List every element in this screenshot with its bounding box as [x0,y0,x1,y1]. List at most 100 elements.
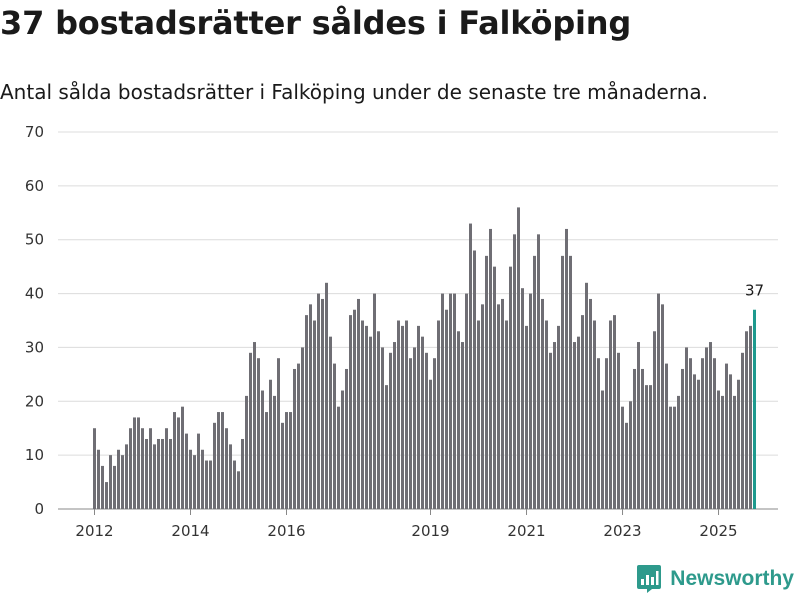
bar [417,325,420,509]
bar [365,325,368,509]
bar [729,374,732,509]
y-tick-label: 20 [25,392,44,410]
bar [93,428,96,509]
bar [377,331,380,509]
bar [245,395,248,509]
x-tick-label: 2021 [507,522,545,540]
bar [597,358,600,509]
bar [237,471,240,509]
bars [93,207,756,510]
bar [717,390,720,509]
bar [217,412,220,509]
bar [133,417,136,509]
bar [289,412,292,509]
bar [673,406,676,509]
bar-highlight [753,309,756,509]
bar [177,417,180,509]
chart-subtitle: Antal sålda bostadsrätter i Falköping un… [0,80,708,104]
newsworthy-logo-text: Newsworthy [670,567,794,590]
bar [589,298,592,509]
bar [461,342,464,509]
bar [125,444,128,509]
bar [577,336,580,509]
bar [457,331,460,509]
bar [481,304,484,509]
bar [497,304,500,509]
bar [433,358,436,509]
bar [293,368,296,509]
x-axis-ticks: 2012 2014 2016 2019 2021 2023 2025 [75,509,738,540]
bar [97,449,100,509]
chart-title: 37 bostadsrätter såldes i Falköping [0,4,632,42]
data-labels: 37 [745,282,764,300]
bar [345,368,348,509]
bar [721,395,724,509]
bar [541,298,544,509]
highlight-data-label: 37 [745,282,764,300]
bar [573,342,576,509]
newsworthy-logo-icon [637,565,662,593]
bar [353,309,356,509]
bar [425,352,428,509]
bar [529,293,532,509]
bar [285,412,288,509]
y-tick-label: 0 [34,500,44,518]
bar [613,315,616,509]
y-tick-label: 40 [25,285,44,303]
bar [173,412,176,509]
bar [389,352,392,509]
bar [681,368,684,509]
y-tick-label: 30 [25,338,44,356]
bar [625,422,628,509]
x-tick-label: 2023 [603,522,641,540]
bar [657,293,660,509]
bar [561,255,564,509]
y-tick-label: 70 [25,123,44,141]
bar [321,298,324,509]
bar [601,390,604,509]
bar [105,482,108,509]
bar [401,325,404,509]
bar [493,266,496,509]
bar [745,331,748,509]
bar [445,309,448,509]
bar [165,428,168,509]
bar [505,320,508,509]
bar [297,363,300,509]
bar [329,336,332,509]
bar [405,320,408,509]
bar [257,358,260,509]
bar [609,320,612,509]
bar [349,315,352,509]
bar [593,320,596,509]
bar [385,385,388,509]
bar [749,325,752,509]
bar [317,293,320,509]
bar [205,460,208,509]
bar [157,438,160,509]
bar [513,234,516,510]
bar [161,438,164,509]
bar [465,293,468,509]
bar [549,352,552,509]
bar [181,406,184,509]
bar [253,342,256,509]
bar [121,455,124,509]
bar [273,395,276,509]
y-axis-ticks: 0 10 20 30 40 50 60 70 [25,123,44,518]
bar [469,223,472,510]
bar [189,449,192,509]
bar [585,282,588,509]
bar [221,412,224,509]
bar [517,207,520,509]
bar [473,250,476,509]
bar [269,379,272,509]
bar [621,406,624,509]
bar [117,449,120,509]
bar [397,320,400,509]
bar [193,455,196,509]
x-tick-label: 2016 [267,522,305,540]
bar [581,315,584,509]
bar [421,336,424,509]
newsworthy-logo[interactable]: Newsworthy [636,564,794,594]
